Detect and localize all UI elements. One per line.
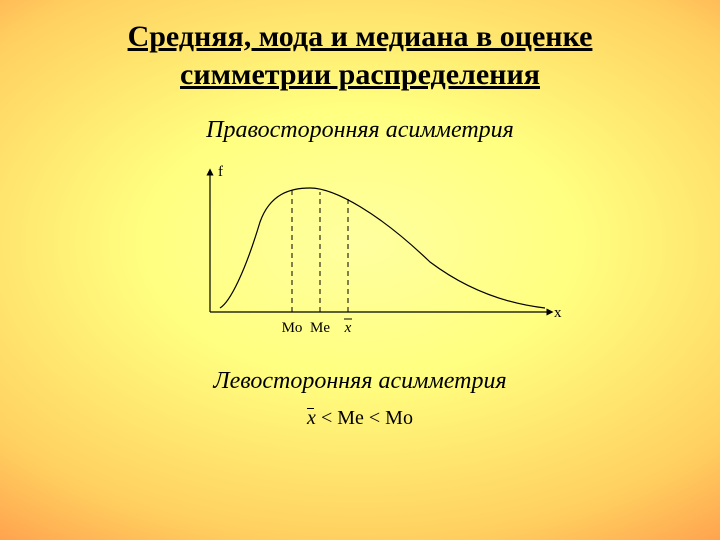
title-line-2: симметрии распределения bbox=[180, 58, 540, 91]
left-skew-formula: x < Me < Mo bbox=[0, 407, 720, 430]
svg-text:x: x bbox=[344, 320, 352, 336]
xbar-symbol: x bbox=[307, 407, 316, 430]
svg-text:Mo: Mo bbox=[282, 320, 303, 336]
svg-text:x: x bbox=[554, 305, 562, 321]
title-line-1: Средняя, мода и медиана в оценке bbox=[128, 20, 593, 53]
slide-title: Средняя, мода и медиана в оценке симметр… bbox=[0, 0, 720, 93]
section1-subtitle: Правосторонняя асимметрия bbox=[0, 117, 720, 144]
formula-rest: < Me < Mo bbox=[316, 407, 413, 429]
section2-subtitle: Левосторонняя асимметрия bbox=[0, 368, 720, 395]
right-skew-chart: fxMoMex bbox=[150, 152, 570, 352]
svg-text:f: f bbox=[218, 164, 223, 180]
svg-text:Me: Me bbox=[310, 320, 330, 336]
